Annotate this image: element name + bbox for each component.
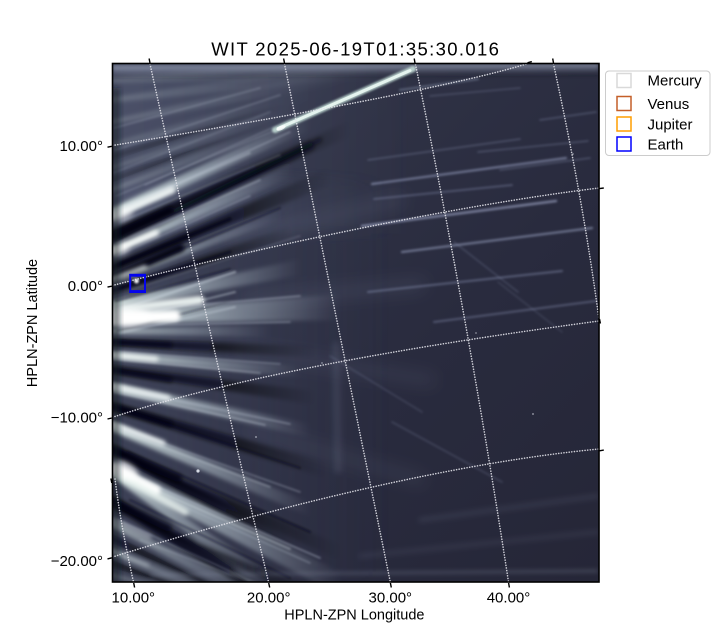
svg-text:10.00°: 10.00°: [59, 138, 103, 155]
svg-text:20.00°: 20.00°: [247, 589, 291, 606]
svg-text:Venus: Venus: [648, 96, 690, 113]
svg-text:−10.00°: −10.00°: [51, 410, 103, 427]
svg-text:40.00°: 40.00°: [487, 589, 531, 606]
svg-text:HPLN-ZPN Latitude: HPLN-ZPN Latitude: [25, 259, 41, 387]
svg-text:−20.00°: −20.00°: [51, 553, 103, 570]
svg-text:10.00°: 10.00°: [112, 589, 156, 606]
svg-text:30.00°: 30.00°: [369, 589, 413, 606]
svg-text:0.00°: 0.00°: [68, 278, 103, 295]
svg-text:Earth: Earth: [648, 136, 684, 153]
svg-text:HPLN-ZPN Longitude: HPLN-ZPN Longitude: [284, 608, 424, 624]
svg-text:WIT 2025-06-19T01:35:30.016: WIT 2025-06-19T01:35:30.016: [211, 39, 500, 60]
svg-text:Jupiter: Jupiter: [648, 116, 693, 133]
svg-text:Mercury: Mercury: [648, 73, 703, 90]
